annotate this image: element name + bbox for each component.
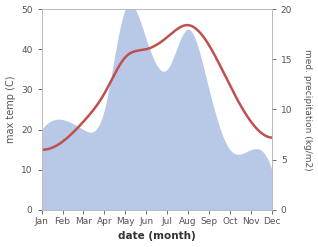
X-axis label: date (month): date (month) xyxy=(118,231,196,242)
Y-axis label: med. precipitation (kg/m2): med. precipitation (kg/m2) xyxy=(303,49,313,170)
Y-axis label: max temp (C): max temp (C) xyxy=(5,76,16,143)
